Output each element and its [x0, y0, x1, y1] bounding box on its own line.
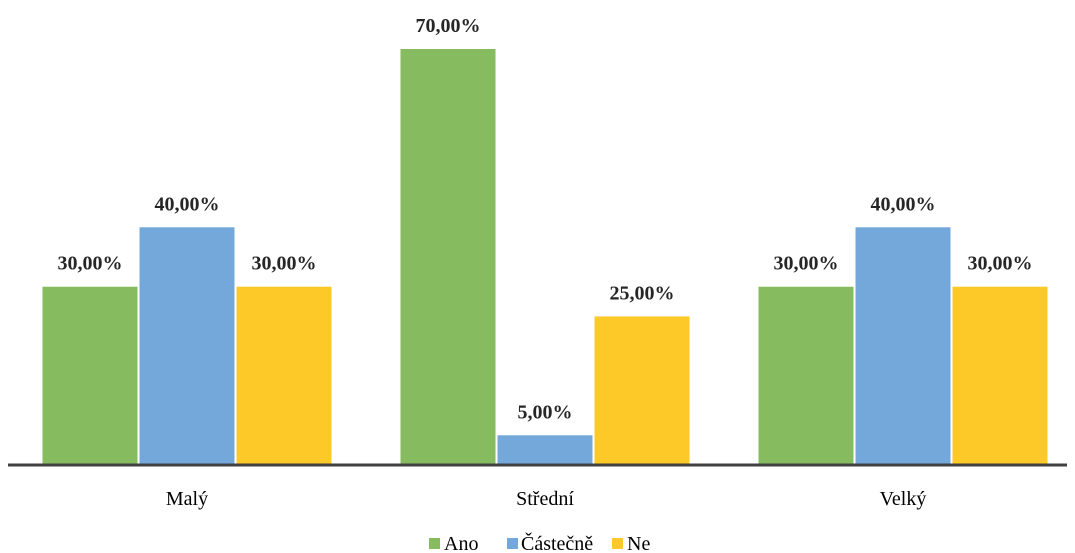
bar-částečně-2	[497, 435, 593, 465]
legend-label: Částečně	[521, 531, 593, 553]
bar-ano-1	[42, 286, 138, 465]
legend: Ano Částečně Ne	[429, 531, 650, 553]
value-labels-layer: 30,00% 40,00% 30,00% 70,00% 5,00% 25,00% 30,00…	[58, 15, 1033, 423]
data-label: 70,00%	[416, 15, 481, 37]
data-label: 40,00%	[871, 193, 936, 215]
data-label: 30,00%	[968, 253, 1033, 275]
bar-ano-2	[400, 49, 496, 465]
bar-ne-1	[236, 286, 332, 465]
bar-částečně-3	[855, 227, 951, 465]
category-label: Střední	[516, 488, 574, 510]
legend-swatch-ano	[429, 538, 440, 549]
legend-swatch-částečně	[507, 538, 518, 549]
data-label: 30,00%	[252, 253, 317, 275]
bar-částečně-1	[139, 227, 235, 465]
category-labels-layer: Malý Střední Velký	[166, 488, 926, 510]
data-label: 25,00%	[610, 282, 675, 304]
bars-layer	[42, 49, 1048, 465]
legend-swatch-ne	[612, 538, 623, 549]
data-label: 40,00%	[155, 193, 220, 215]
legend-label: Ano	[444, 533, 478, 553]
data-label: 30,00%	[58, 253, 123, 275]
category-label: Malý	[166, 488, 208, 510]
bar-ne-3	[952, 286, 1048, 465]
data-label: 30,00%	[774, 253, 839, 275]
category-label: Velký	[880, 488, 927, 510]
bar-ano-3	[758, 286, 854, 465]
data-label: 5,00%	[518, 401, 573, 423]
legend-label: Ne	[627, 533, 650, 553]
bar-ne-2	[594, 316, 690, 465]
